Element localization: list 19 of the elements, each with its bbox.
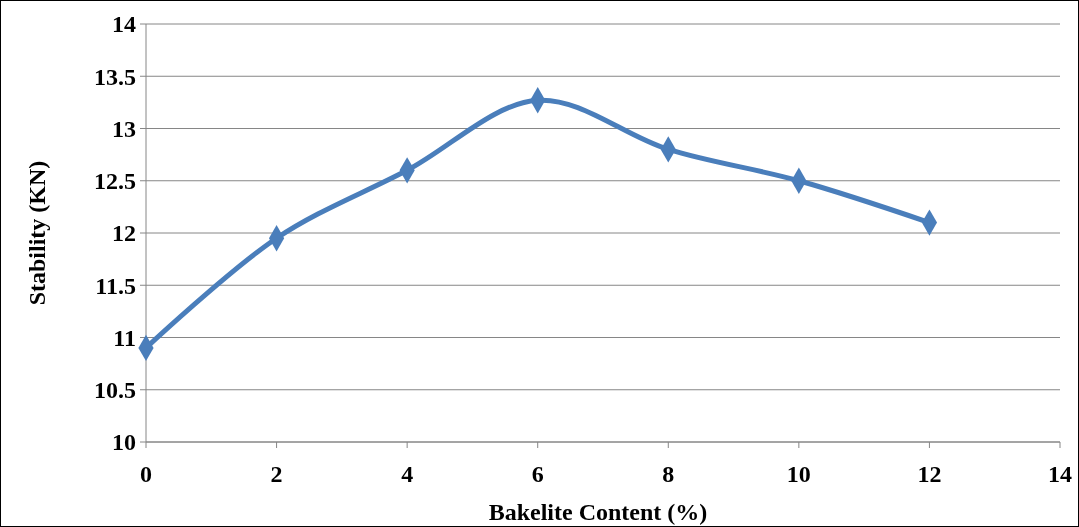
y-tick-label: 14 <box>112 11 136 38</box>
y-tick-label: 11.5 <box>95 272 136 299</box>
x-tick-label: 10 <box>786 461 811 487</box>
y-tick-label: 11 <box>113 324 136 351</box>
y-tick-label: 12 <box>112 220 136 247</box>
x-tick-label: 14 <box>1048 461 1072 487</box>
y-tick-label: 13 <box>112 115 136 142</box>
x-tick-label: 4 <box>401 461 414 487</box>
x-tick-label: 2 <box>270 461 283 487</box>
y-tick-label: 12.5 <box>94 168 136 195</box>
x-tick-label: 0 <box>140 461 152 487</box>
x-tick-label: 6 <box>531 461 544 487</box>
x-tick-label: 12 <box>917 461 942 487</box>
y-tick-label: 10 <box>112 429 136 456</box>
y-axis-title: Stability (KN) <box>24 160 50 306</box>
y-tick-label: 13.5 <box>94 63 136 90</box>
x-tick-label: 8 <box>662 461 675 487</box>
y-tick-label: 10.5 <box>94 377 136 404</box>
x-axis-title: Bakelite Content (%) <box>488 499 708 525</box>
